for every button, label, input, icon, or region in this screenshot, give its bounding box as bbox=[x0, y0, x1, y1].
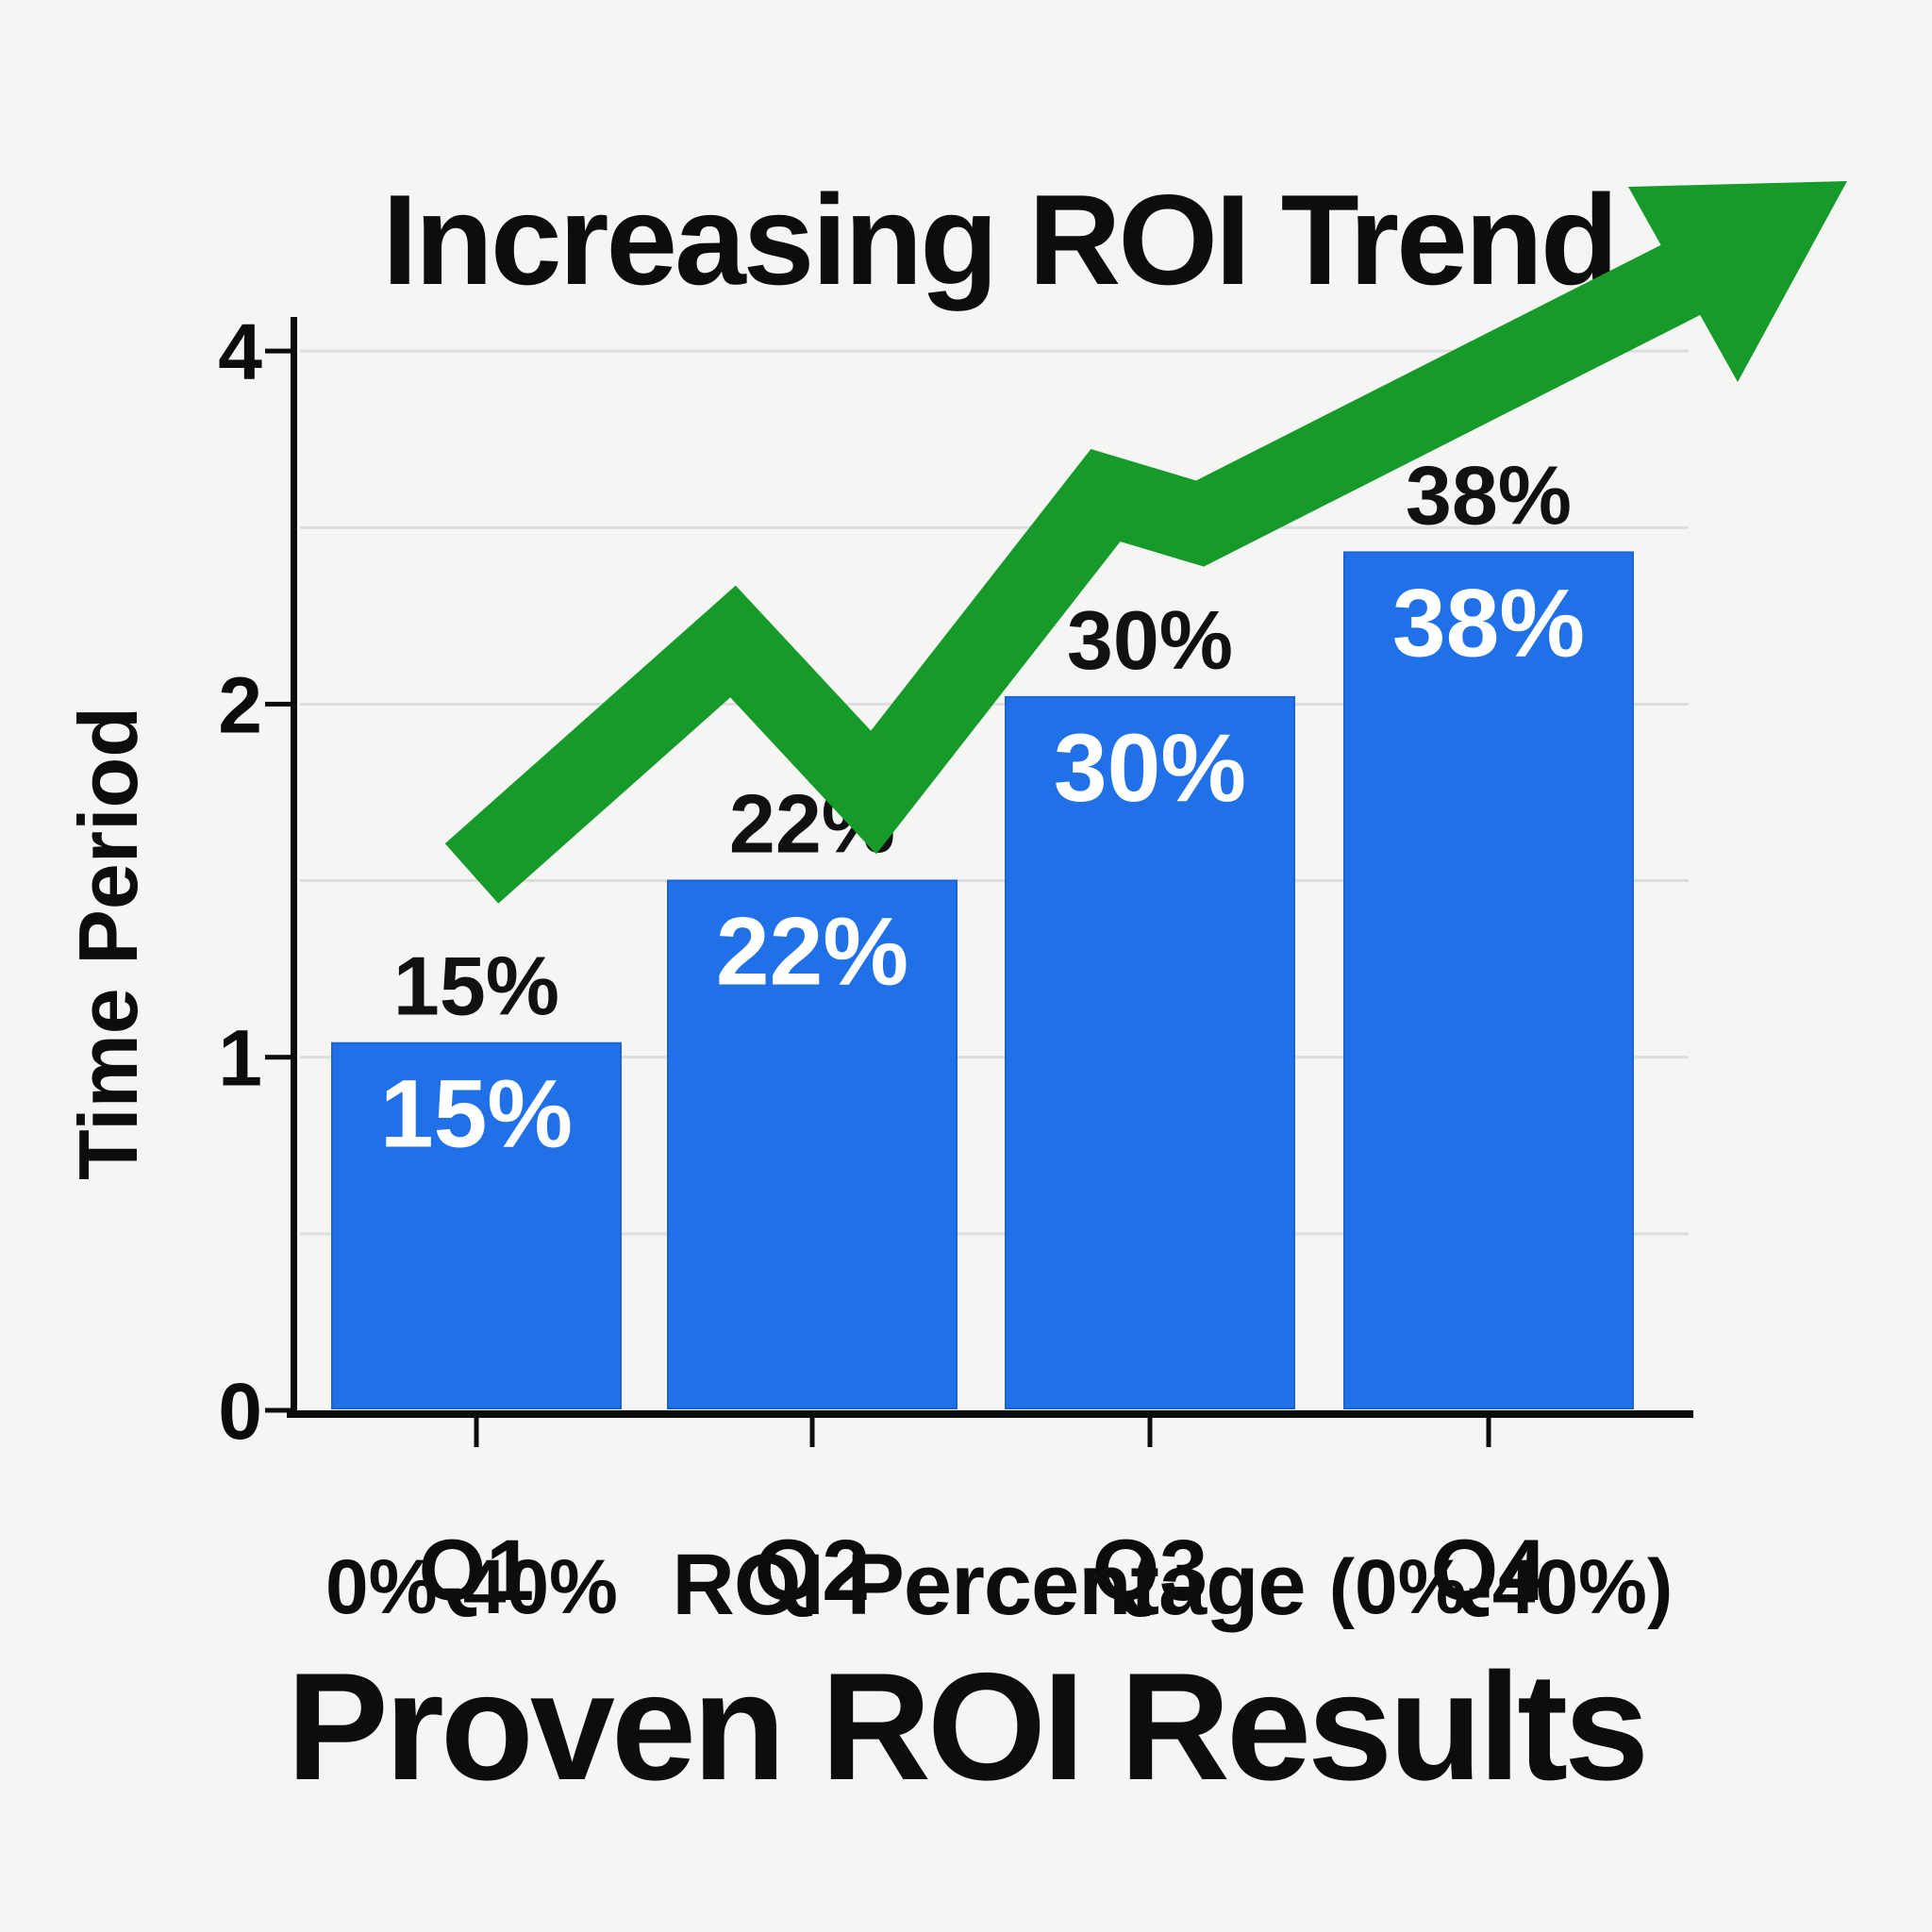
trend-arrow-head bbox=[1628, 181, 1847, 382]
bar-value-above-q1: 15% bbox=[393, 940, 559, 1033]
y-axis-line bbox=[291, 317, 297, 1418]
x-axis-title: ROI Percentage bbox=[672, 1537, 1306, 1633]
footer-title: Proven ROI Results bbox=[286, 1641, 1649, 1812]
y-tick-1 bbox=[265, 1055, 291, 1060]
x-tick-q2 bbox=[809, 1418, 815, 1447]
x-tick-q1 bbox=[474, 1418, 479, 1447]
y-tick-label-1: 1 bbox=[218, 1014, 262, 1103]
bar-value-inside-q1: 15% bbox=[380, 1060, 573, 1168]
x-axis-range-left: 0%-40% bbox=[325, 1544, 618, 1630]
y-tick-label-0: 0 bbox=[218, 1367, 262, 1456]
x-axis-line bbox=[287, 1410, 1693, 1418]
bar-q1 bbox=[331, 1041, 622, 1410]
x-tick-label-q4: Q4 bbox=[1431, 1523, 1547, 1619]
x-tick-label-q1: Q1 bbox=[419, 1523, 535, 1619]
y-tick-label-2: 2 bbox=[218, 660, 262, 749]
x-tick-label-q3: Q3 bbox=[1092, 1523, 1208, 1619]
bar-value-inside-q4: 38% bbox=[1392, 569, 1585, 676]
bar-q3 bbox=[1005, 695, 1295, 1409]
x-tick-label-q2: Q2 bbox=[755, 1523, 871, 1619]
bar-value-above-q4: 38% bbox=[1406, 448, 1572, 541]
y-tick-0 bbox=[265, 1407, 291, 1413]
trend-arrow-shaft bbox=[444, 242, 1703, 904]
chart-title: Increasing ROI Trend bbox=[382, 168, 1619, 311]
x-tick-q4 bbox=[1486, 1418, 1491, 1447]
bar-value-above-q3: 30% bbox=[1067, 593, 1233, 687]
y-tick-2 bbox=[265, 701, 291, 707]
x-tick-q3 bbox=[1147, 1418, 1153, 1447]
bar-q4 bbox=[1343, 551, 1634, 1409]
x-axis-range-right: (0%-40%) bbox=[1328, 1544, 1674, 1630]
y-tick-4 bbox=[265, 348, 291, 354]
bar-value-inside-q2: 22% bbox=[716, 898, 908, 1006]
bar-value-inside-q3: 30% bbox=[1054, 714, 1246, 822]
y-tick-label-4: 4 bbox=[218, 308, 262, 396]
bar-q2 bbox=[667, 879, 958, 1409]
